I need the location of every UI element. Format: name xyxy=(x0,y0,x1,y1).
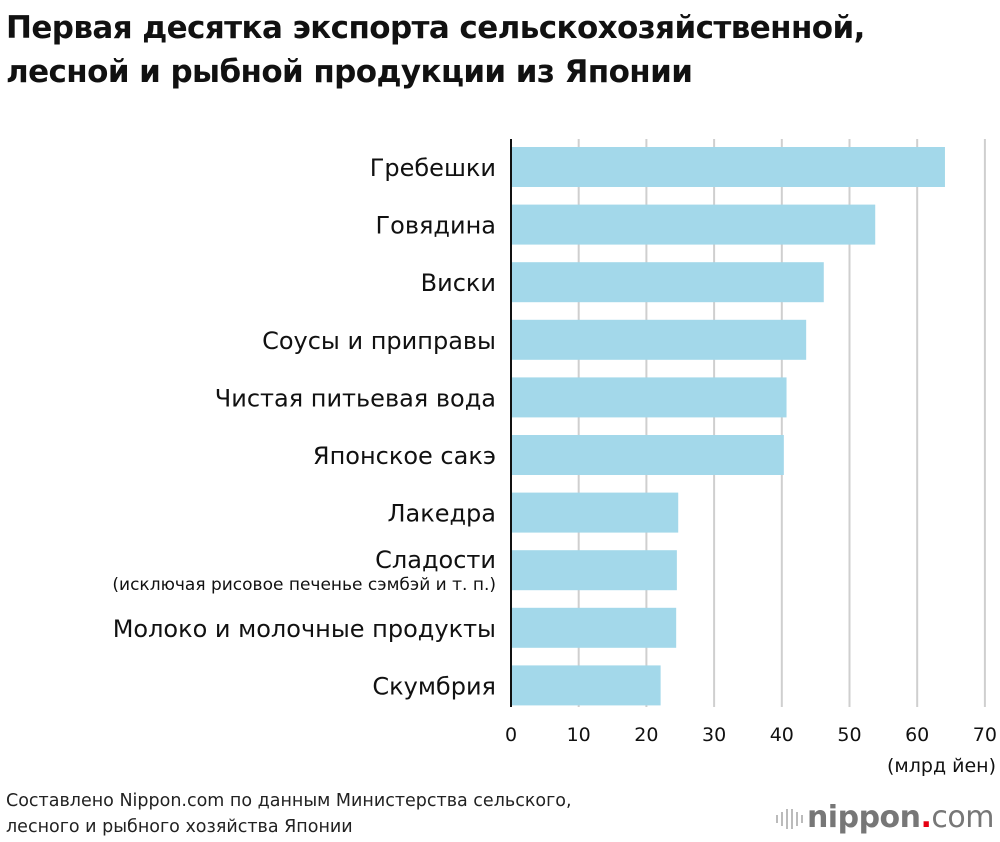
x-tick-label: 30 xyxy=(702,724,726,746)
x-tick-label: 60 xyxy=(905,724,929,746)
bar xyxy=(511,550,677,591)
title-line-1: Первая десятка экспорта сельскохозяйстве… xyxy=(6,10,865,46)
bar xyxy=(511,262,824,303)
bar xyxy=(511,435,784,475)
logo-dot: . xyxy=(920,800,932,835)
bar xyxy=(511,607,677,648)
title-line-2: лесной и рыбной продукции из Японии xyxy=(6,54,693,90)
bar xyxy=(511,377,787,418)
source-note: Составлено Nippon.com по данным Министер… xyxy=(6,788,572,840)
x-axis-unit-label: (млрд йен) xyxy=(887,755,996,777)
x-tick-label: 10 xyxy=(567,724,591,746)
x-tick-label: 40 xyxy=(770,724,794,746)
logo-suffix: com xyxy=(931,800,994,835)
category-label: Японское сакэ xyxy=(313,442,496,470)
bar xyxy=(511,204,876,245)
category-label: Гребешки xyxy=(370,154,496,182)
category-sublabel: (исключая рисовое печенье сэмбэй и т. п.… xyxy=(112,575,496,595)
bar xyxy=(511,319,807,360)
category-label: Молоко и молочные продукты xyxy=(113,615,496,643)
logo-name: nippon xyxy=(806,800,921,835)
category-label: Чистая питьевая вода xyxy=(215,384,496,412)
logo-bars-icon xyxy=(775,808,803,829)
category-label: Сладости xyxy=(375,546,496,574)
bar xyxy=(511,147,945,187)
category-label: Скумбрия xyxy=(372,672,496,700)
chart-title: Первая десятка экспорта сельскохозяйстве… xyxy=(6,6,865,94)
x-tick-label: 0 xyxy=(505,724,517,746)
category-label: Лакедра xyxy=(387,500,496,528)
category-label: Виски xyxy=(421,269,496,297)
category-label: Говядина xyxy=(376,212,497,240)
source-line-2: лесного и рыбного хозяйства Японии xyxy=(6,817,353,837)
x-tick-label: 20 xyxy=(634,724,658,746)
x-tick-label: 50 xyxy=(837,724,861,746)
category-label: Соусы и приправы xyxy=(262,327,496,355)
source-line-1: Составлено Nippon.com по данным Министер… xyxy=(6,791,572,811)
bar xyxy=(511,492,679,533)
nippon-logo: nippon.com xyxy=(775,800,994,835)
bar xyxy=(511,665,661,706)
x-tick-label: 70 xyxy=(973,724,997,746)
